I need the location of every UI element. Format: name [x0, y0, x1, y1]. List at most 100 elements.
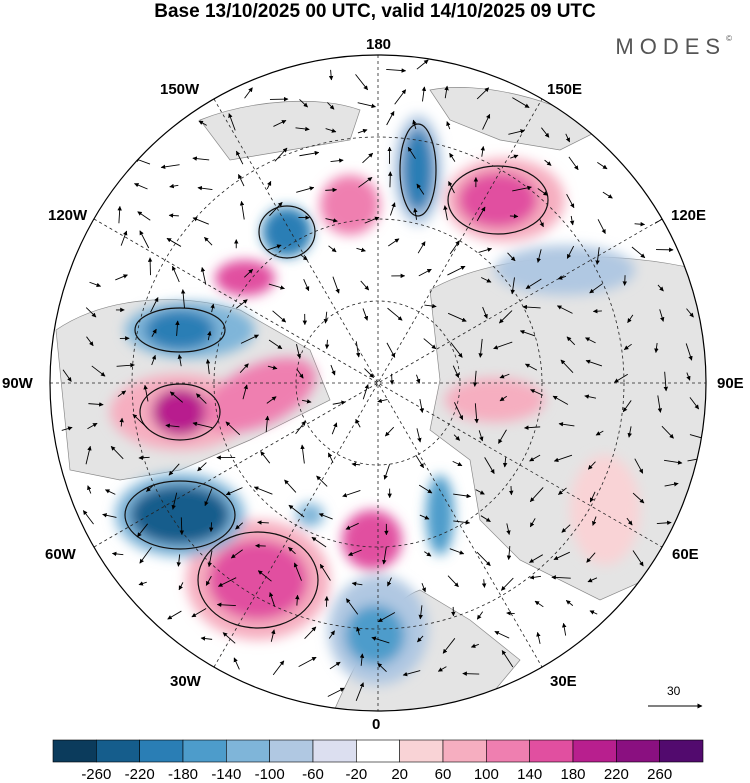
wind-vector — [257, 520, 269, 525]
wind-vector — [386, 342, 396, 358]
wind-vector — [661, 425, 674, 439]
contour-lines — [124, 123, 549, 629]
wind-vector — [272, 660, 285, 676]
wind-vector — [137, 211, 151, 221]
wind-vector — [448, 181, 455, 194]
wind-vector — [589, 283, 603, 294]
wind-vector — [200, 636, 213, 641]
wind-vector — [470, 643, 479, 648]
wind-vector — [377, 612, 396, 623]
wind-vector — [327, 102, 335, 110]
wind-vector — [356, 626, 361, 636]
colorbar-tick-label: 140 — [517, 766, 543, 783]
wind-vector — [364, 368, 374, 378]
wind-vector — [632, 550, 644, 567]
colorbar-cell — [486, 739, 530, 763]
colorbar-cell — [182, 739, 227, 763]
wind-vector — [171, 492, 178, 510]
wind-vector — [529, 575, 541, 580]
wind-vector — [137, 523, 148, 538]
wind-vector — [519, 330, 536, 337]
wind-vector — [474, 403, 479, 424]
wind-vector — [362, 384, 369, 400]
wind-vector — [139, 230, 150, 249]
colorbar-cell — [572, 739, 617, 763]
wind-vector — [230, 549, 243, 559]
wind-vector — [627, 426, 632, 438]
wind-vector — [544, 159, 552, 166]
wind-vector — [295, 594, 300, 606]
wind-vector — [330, 364, 336, 376]
wind-vector — [104, 489, 116, 495]
wind-vector — [512, 97, 530, 108]
wind-vector — [288, 504, 305, 518]
wind-vector — [269, 592, 276, 607]
wind-vector — [632, 492, 645, 504]
wind-vector — [267, 365, 278, 370]
lon-label-150w: 150W — [160, 81, 200, 98]
wind-vector — [268, 339, 283, 350]
colorbar-cell — [659, 739, 704, 763]
wind-vector — [437, 666, 447, 672]
wind-vector — [627, 314, 634, 324]
wind-vector — [509, 213, 519, 219]
wind-vector — [566, 245, 575, 259]
wind-vector — [324, 339, 330, 350]
wind-vector — [623, 343, 632, 351]
colorbar-cell — [312, 739, 357, 763]
wind-vector — [196, 393, 207, 404]
colorbar-cell — [356, 739, 400, 763]
wind-vector — [447, 312, 467, 322]
wind-vector — [585, 359, 603, 367]
wind-vector — [449, 240, 460, 255]
lon-label-120w: 120W — [48, 207, 88, 224]
wind-vector — [525, 363, 538, 371]
wind-vector — [589, 610, 598, 615]
wind-vector — [273, 119, 287, 127]
wind-vector — [111, 551, 124, 557]
lon-label-30e: 30E — [550, 673, 577, 690]
wind-vector — [243, 268, 254, 278]
wind-vector — [634, 458, 644, 474]
colorbar-tick-label: 100 — [473, 766, 499, 783]
wind-vector — [421, 583, 426, 593]
wind-vector — [171, 265, 180, 283]
wind-vector — [551, 575, 571, 580]
wind-vector — [377, 662, 387, 673]
wind-vector — [198, 120, 207, 126]
wind-vector — [529, 554, 543, 563]
wind-vector — [453, 434, 461, 441]
wind-vector — [664, 482, 679, 487]
wind-vector — [266, 396, 277, 404]
wind-vector — [233, 657, 240, 670]
wind-vector — [452, 460, 463, 467]
wind-vector — [295, 420, 306, 435]
wind-vector — [205, 575, 212, 586]
wind-vector — [501, 650, 514, 668]
wind-vector — [266, 180, 272, 190]
wind-vector — [132, 413, 148, 429]
wind-vector — [298, 656, 317, 668]
lon-label-150e: 150E — [547, 81, 583, 98]
wind-vector — [478, 338, 483, 358]
colorbar-tick-label: -220 — [124, 766, 155, 783]
wind-vector — [191, 608, 207, 618]
wind-vector — [597, 162, 608, 170]
wind-vector — [537, 188, 548, 196]
graticule — [50, 55, 706, 711]
wind-vector — [416, 183, 425, 195]
wind-vector — [525, 278, 542, 290]
wind-vector — [351, 581, 363, 587]
wind-vector — [205, 359, 211, 375]
map-border — [49, 54, 707, 712]
wind-vector — [242, 384, 248, 400]
wind-vector — [238, 174, 245, 187]
wind-vector — [416, 59, 429, 70]
wind-vector — [299, 150, 320, 157]
wind-vector — [358, 177, 373, 188]
wind-vector — [450, 342, 463, 358]
wind-vector — [323, 311, 329, 324]
wind-vector — [85, 445, 92, 465]
wind-vector — [565, 133, 570, 143]
wind-vector — [394, 89, 407, 105]
